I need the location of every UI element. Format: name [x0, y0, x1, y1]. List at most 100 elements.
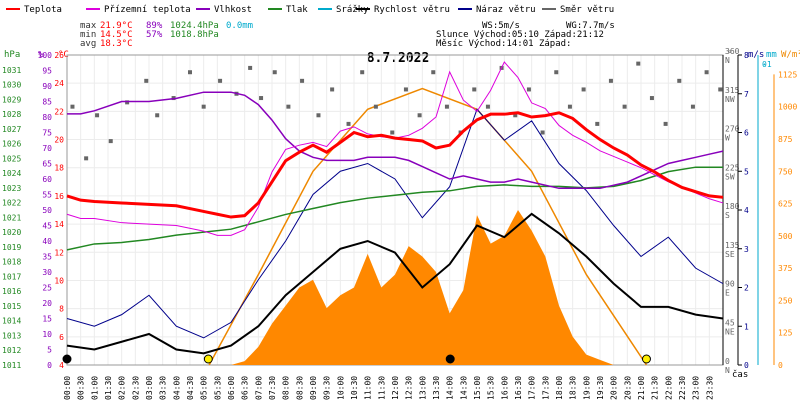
direction-point	[360, 70, 365, 75]
y-tick-solar: 625	[778, 200, 793, 209]
legend-label-gust: Náraz větru	[476, 5, 536, 15]
moon-times: Měsíc Východ:14:01 Západ:	[436, 39, 571, 49]
x-tick-label: 09:30	[323, 376, 332, 400]
y-tick-pressure: 1015	[2, 302, 21, 311]
direction-point	[567, 104, 572, 109]
direction-point	[704, 70, 709, 75]
x-tick-label: 10:00	[336, 376, 345, 400]
direction-point	[330, 87, 335, 92]
x-tick-label: 13:00	[418, 376, 427, 400]
x-tick-label: 01:00	[90, 376, 99, 400]
x-tick-label: 08:00	[282, 376, 291, 400]
direction-point	[472, 87, 477, 92]
y-tick-direction-name: E	[725, 289, 730, 298]
y-tick-temperature: 16	[54, 192, 64, 201]
y-tick-pressure: 1018	[2, 258, 21, 267]
unit-wm2: W/m²	[781, 50, 800, 60]
y-tick-temperature: 26	[54, 51, 64, 60]
sunrise-marker	[203, 354, 213, 364]
y-tick-solar: 250	[778, 296, 793, 305]
direction-point	[373, 104, 378, 109]
stat-max-temp: 21.9°C	[100, 21, 133, 31]
direction-point	[286, 104, 291, 109]
direction-point	[690, 104, 695, 109]
series-humidity-line	[67, 91, 724, 190]
x-tick-label: 14:00	[446, 376, 455, 400]
series-pressure-line	[66, 166, 723, 251]
x-tick-label: 06:30	[241, 376, 250, 400]
direction-point	[663, 121, 668, 126]
direction-point	[188, 70, 192, 75]
x-tick-label: 12:00	[391, 376, 400, 400]
direction-point	[300, 78, 305, 83]
y-tick-humidity: 15	[42, 315, 52, 324]
x-tick-label: 07:30	[268, 376, 277, 400]
stat-max-hum: 89%	[146, 21, 163, 31]
y-tick-humidity: 35	[42, 253, 52, 262]
direction-point	[677, 78, 682, 83]
stat-max-press: 1024.4hPa	[170, 21, 219, 31]
stat-max-rain: 0.0mm	[226, 21, 253, 31]
y-tick-temperature: 18	[54, 164, 64, 173]
y-tick-humidity: 60	[42, 175, 52, 184]
x-tick-label: 11:00	[364, 376, 373, 400]
y-tick-pressure: 1024	[2, 169, 21, 178]
y-tick-temperature: 20	[54, 136, 64, 145]
unit-pct: %	[38, 50, 44, 60]
y-tick-direction-name: N	[725, 366, 730, 375]
x-tick-label: 14:30	[459, 376, 468, 400]
y-tick-humidity: 40	[42, 237, 52, 246]
x-tick-label: 18:30	[569, 376, 578, 400]
x-tick-label: 20:30	[623, 376, 632, 400]
y-tick-direction-name: NE	[725, 327, 735, 336]
direction-point	[155, 113, 160, 118]
direction-point	[95, 113, 100, 118]
y-tick-solar: 500	[778, 232, 793, 241]
y-tick-direction: 0	[725, 357, 730, 366]
y-tick-humidity: 85	[42, 98, 52, 107]
x-tick-label: 22:00	[664, 376, 673, 400]
series-feels-line	[66, 61, 724, 236]
direction-point	[718, 87, 723, 92]
y-tick-pressure: 1031	[2, 66, 21, 75]
direction-point	[595, 121, 600, 126]
x-tick-label: 11:30	[377, 376, 386, 400]
stat-min-press: 1018.8hPa	[170, 30, 219, 40]
y-tick-solar: 375	[778, 264, 793, 273]
legend-label-temp: Teplota	[24, 5, 62, 15]
moonset-marker	[62, 354, 72, 364]
y-tick-pressure: 1011	[2, 361, 21, 370]
y-tick-temperature: 8	[59, 305, 64, 314]
y-tick-direction-name: S	[725, 211, 730, 220]
x-tick-label: 05:00	[200, 376, 209, 400]
y-tick-humidity: 65	[42, 160, 52, 169]
y-tick-direction-name: W	[725, 134, 730, 143]
y-tick-humidity: 90	[42, 82, 52, 91]
y-tick-pressure: 1028	[2, 110, 21, 119]
direction-point	[540, 130, 545, 135]
y-tick-humidity: 55	[42, 191, 52, 200]
x-tick-label: 15:30	[487, 376, 496, 400]
x-tick-label: 12:30	[405, 376, 414, 400]
x-tick-label: 20:00	[610, 376, 619, 400]
direction-point	[316, 113, 321, 118]
x-tick-label: 13:30	[432, 376, 441, 400]
x-tick-label: 02:00	[118, 376, 127, 400]
x-tick-label: 23:00	[692, 376, 701, 400]
x-tick-label: 16:30	[514, 376, 523, 400]
y-tick-humidity: 70	[42, 144, 52, 153]
direction-point	[272, 70, 277, 75]
stat-min-hum: 57%	[146, 30, 163, 40]
x-tick-label: 19:00	[582, 376, 591, 400]
x-tick-label: 10:30	[350, 376, 359, 400]
y-tick-humidity: 100	[38, 51, 53, 60]
direction-point	[84, 156, 89, 161]
x-tick-label: 17:30	[541, 376, 550, 400]
x-tick-label: 17:00	[528, 376, 537, 400]
direction-point	[581, 87, 586, 92]
x-tick-label: 21:00	[637, 376, 646, 400]
y-tick-wind: 3	[744, 245, 749, 254]
legend-label-feels: Přízemní teplota	[104, 5, 191, 15]
sun-times: Slunce Východ:05:10 Západ:21:12	[436, 30, 604, 40]
